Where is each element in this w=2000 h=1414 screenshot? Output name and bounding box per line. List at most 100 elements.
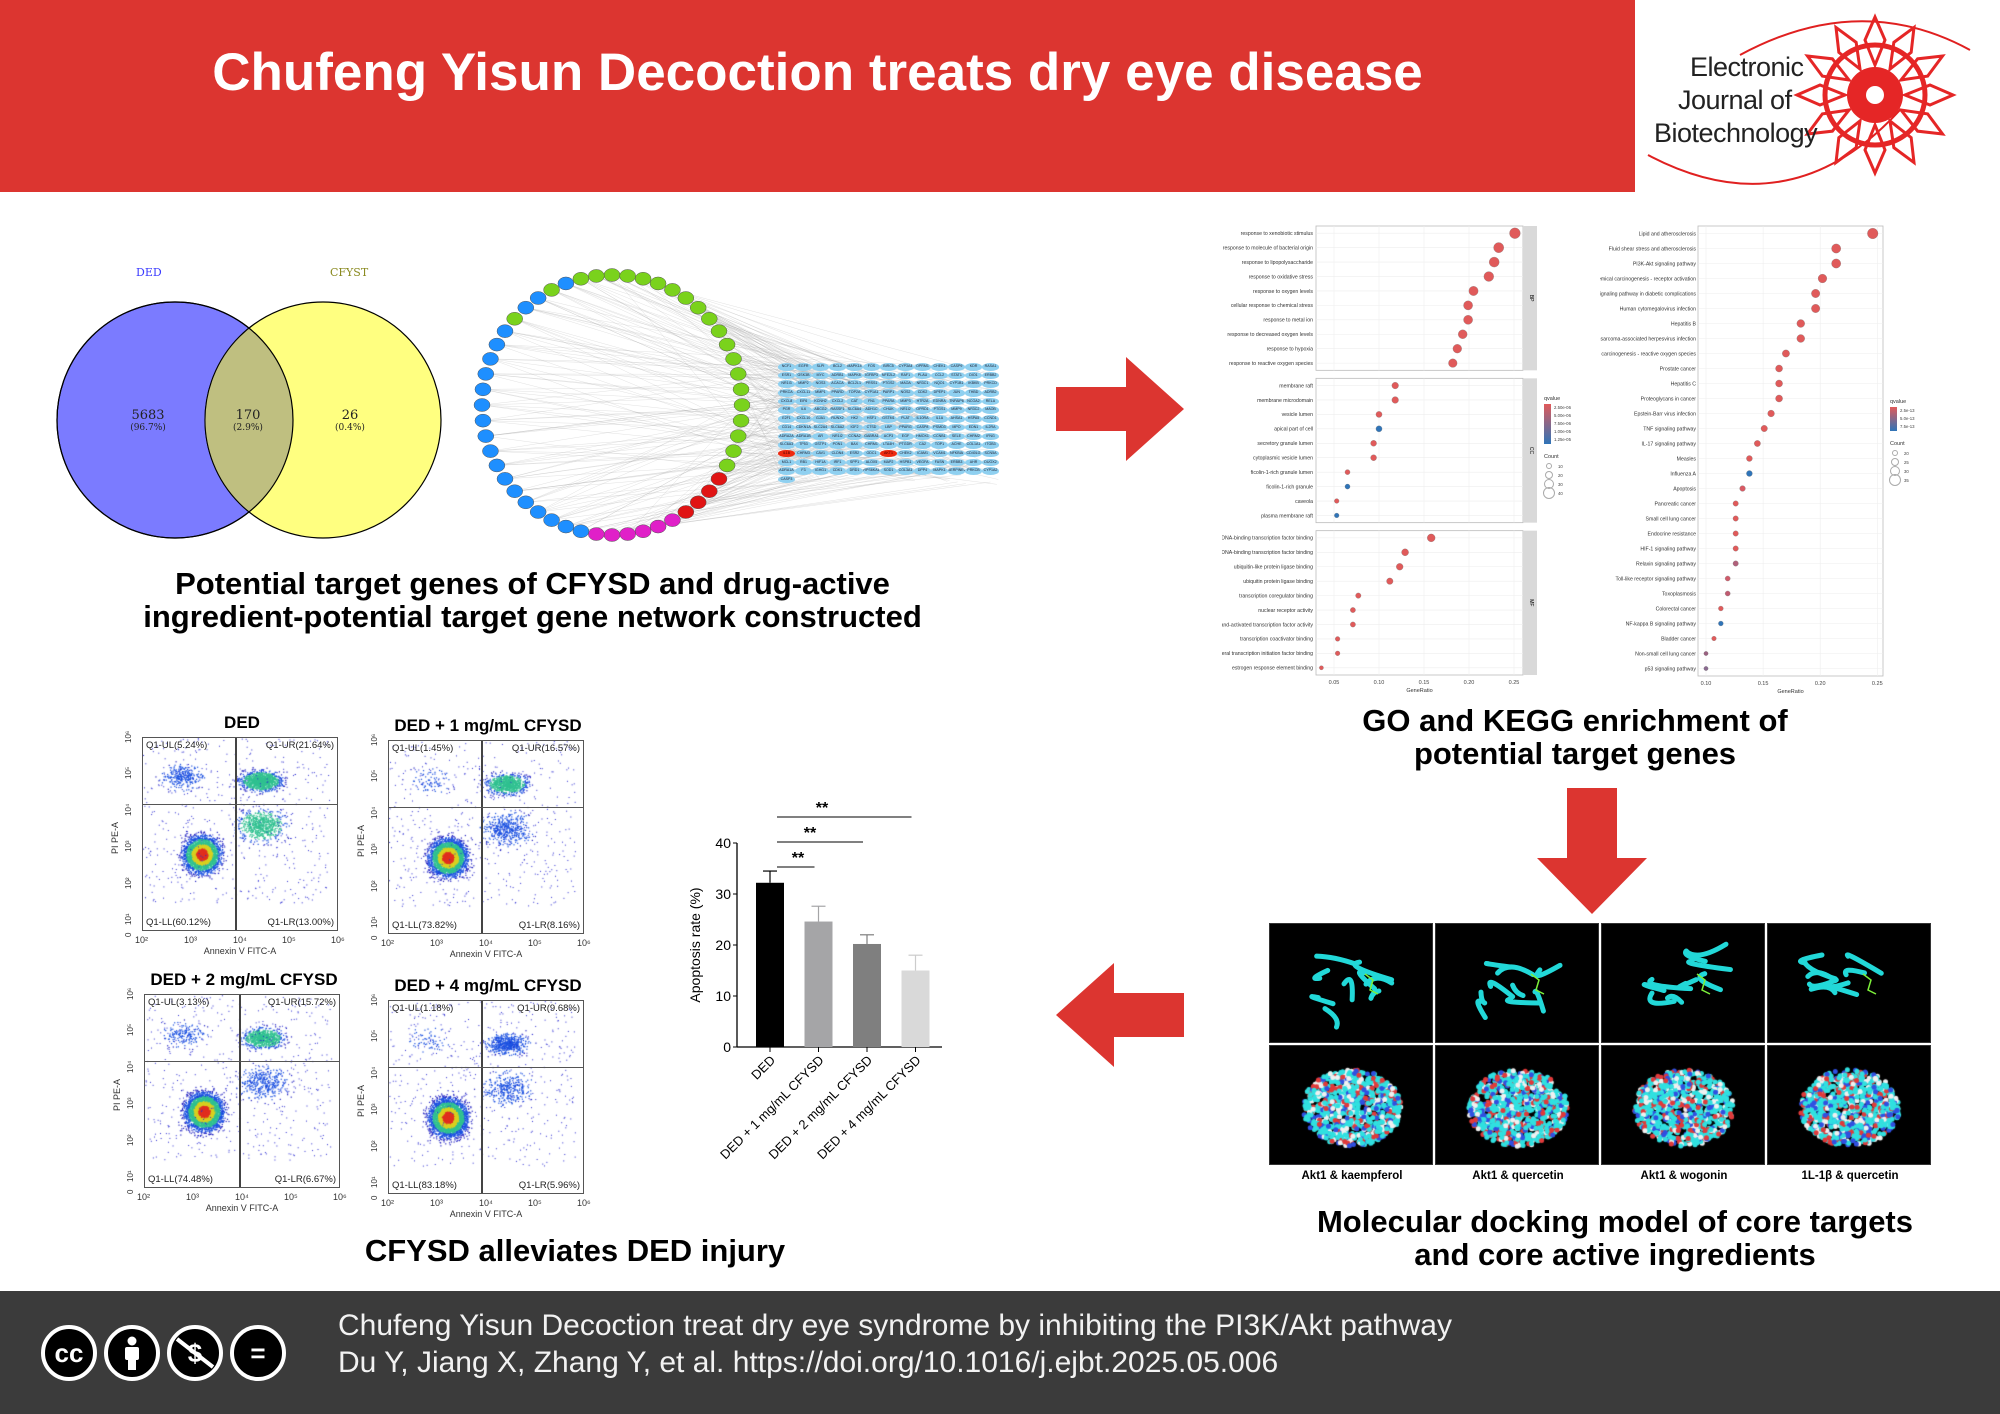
- term-dot: [1703, 666, 1709, 671]
- term-dot: [1796, 334, 1805, 343]
- x-tick-label: 10⁵: [284, 1192, 298, 1202]
- facet-label: MF: [1528, 599, 1534, 606]
- enrichment-caption: GO and KEGG enrichment of potential targe…: [1362, 703, 1788, 771]
- term-dot: [1401, 548, 1409, 556]
- term-label: caveola: [1295, 499, 1313, 505]
- term-dot: [1724, 590, 1731, 597]
- quadrant-ll-label: Q1-LL(74.48%): [148, 1174, 213, 1185]
- y-tick-label: 10⁴: [370, 1066, 379, 1079]
- x-tick-label: 10⁴: [235, 1192, 249, 1202]
- gene-node: CCND1: [982, 415, 999, 423]
- significance-label: **: [804, 825, 817, 842]
- citation-doi[interactable]: Du Y, Jiang X, Zhang Y, et al. https://d…: [338, 1346, 1279, 1379]
- network-node: [701, 312, 718, 326]
- network-node: [619, 527, 636, 541]
- quadrant-gate-horizontal[interactable]: [143, 803, 337, 806]
- quadrant-gate-vertical[interactable]: [481, 741, 483, 933]
- gene-node: AHR: [965, 458, 982, 467]
- gene-node: PLAU: [914, 371, 931, 380]
- x-tick-label: 10²: [135, 935, 149, 945]
- size-legend-dot: [1544, 479, 1554, 489]
- gene-node: ESR1: [778, 371, 795, 380]
- x-tick-label: 0.05: [1329, 680, 1340, 686]
- term-label: estrogen response element binding: [1232, 666, 1313, 672]
- quadrant-gate-vertical[interactable]: [481, 1001, 483, 1193]
- plot-panel: [1315, 377, 1524, 524]
- term-label: Toll-like receptor signaling pathway: [1616, 576, 1697, 582]
- gene-node: MYC: [812, 371, 829, 380]
- gene-node: ADRA1A: [778, 467, 795, 475]
- network-edge: [658, 481, 958, 527]
- term-dot: [1509, 227, 1521, 239]
- quadrant-ul-label: Q1-UL(3.13%): [148, 997, 210, 1008]
- term-dot: [1703, 651, 1709, 656]
- color-scale-label: 7.5e-13: [1900, 424, 1915, 429]
- size-legend-dot: [1890, 466, 1900, 476]
- term-dot: [1335, 650, 1341, 656]
- quadrant-ll-label: Q1-LL(83.18%): [392, 1180, 457, 1191]
- facet-strip: [1523, 378, 1537, 523]
- gene-node: COL3A1: [897, 467, 914, 475]
- term-label: response to oxygen levels: [1253, 289, 1313, 295]
- gene-node: CHEK2: [897, 449, 914, 458]
- x-tick-label: 0.15: [1758, 681, 1769, 687]
- gene-node: NR1I3: [778, 380, 795, 388]
- gene-node: MAOA: [897, 380, 914, 388]
- term-label: general transcription initiation factor …: [1222, 651, 1313, 657]
- gene-node: IGF2: [846, 423, 863, 432]
- term-dot: [1452, 344, 1462, 354]
- gene-node: IGFBP3: [863, 371, 880, 380]
- gene-node: NOS2: [897, 389, 914, 397]
- quadrant-gate-horizontal[interactable]: [389, 806, 583, 809]
- quadrant-lr-label: Q1-LR(5.96%): [518, 1180, 580, 1191]
- x-tick-label: 10⁵: [528, 938, 542, 948]
- network-node: [588, 269, 605, 283]
- term-dot: [1732, 560, 1739, 567]
- term-label: Toxoplasmosis: [1662, 591, 1696, 597]
- y-axis-label: Apoptosis rate (%): [687, 887, 703, 1002]
- term-dot: [1391, 396, 1399, 404]
- gene-node: SLPI: [812, 363, 829, 371]
- gene-node: RUNX2: [829, 415, 846, 423]
- quadrant-gate-vertical[interactable]: [235, 738, 237, 930]
- gene-node: EGF: [897, 432, 914, 440]
- term-dot: [1463, 300, 1473, 311]
- logo-petal: [1887, 24, 1916, 73]
- quadrant-gate-horizontal[interactable]: [389, 1066, 583, 1069]
- size-legend-dot: [1889, 474, 1901, 486]
- network-node: [732, 413, 750, 428]
- term-dot: [1468, 286, 1479, 296]
- term-label: Lipid and atherosclerosis: [1639, 231, 1697, 237]
- logo-petal: [1834, 117, 1863, 166]
- term-label: Measles: [1677, 456, 1697, 462]
- term-label: RNA polymerase II-specific DNA-binding t…: [1222, 550, 1313, 556]
- gene-node: PTGDR: [897, 441, 914, 449]
- color-scale: [1544, 404, 1551, 444]
- gene-node: TP53: [795, 441, 812, 449]
- gene-node: GJA1: [812, 415, 829, 423]
- network-node: [557, 276, 575, 291]
- gene-node: SCN5A: [982, 449, 999, 458]
- quadrant-gate-vertical[interactable]: [239, 995, 241, 1187]
- gene-node: OPRM1: [914, 363, 931, 371]
- flow-scatter: [145, 995, 341, 1189]
- color-scale-label: 7.50e-06: [1554, 421, 1572, 426]
- gene-node: RASSF1: [829, 406, 846, 414]
- quadrant-gate-horizontal[interactable]: [145, 1060, 339, 1063]
- term-label: Bladder cancer: [1661, 636, 1696, 642]
- gene-node: DRD1: [846, 467, 863, 475]
- gene-node: EDNRA: [931, 397, 948, 406]
- network-node: [588, 527, 605, 541]
- term-dot: [1775, 379, 1783, 388]
- gene-node: CDK1: [829, 467, 846, 475]
- gene-node: ERBB2: [982, 371, 999, 380]
- x-axis-label: GeneRatio: [1777, 689, 1803, 695]
- y-tick-label: 10⁵: [370, 770, 379, 783]
- gene-node: RAF1: [897, 371, 914, 380]
- term-label: Human cytomegalovirus infection: [1620, 306, 1697, 312]
- docking-caption: Molecular docking model of core targets a…: [1316, 1204, 1913, 1272]
- y-tick-label: 10⁶: [370, 993, 379, 1006]
- gene-node: CA2: [914, 441, 931, 449]
- ligand: [1862, 973, 1877, 995]
- logo-petal: [1863, 13, 1887, 70]
